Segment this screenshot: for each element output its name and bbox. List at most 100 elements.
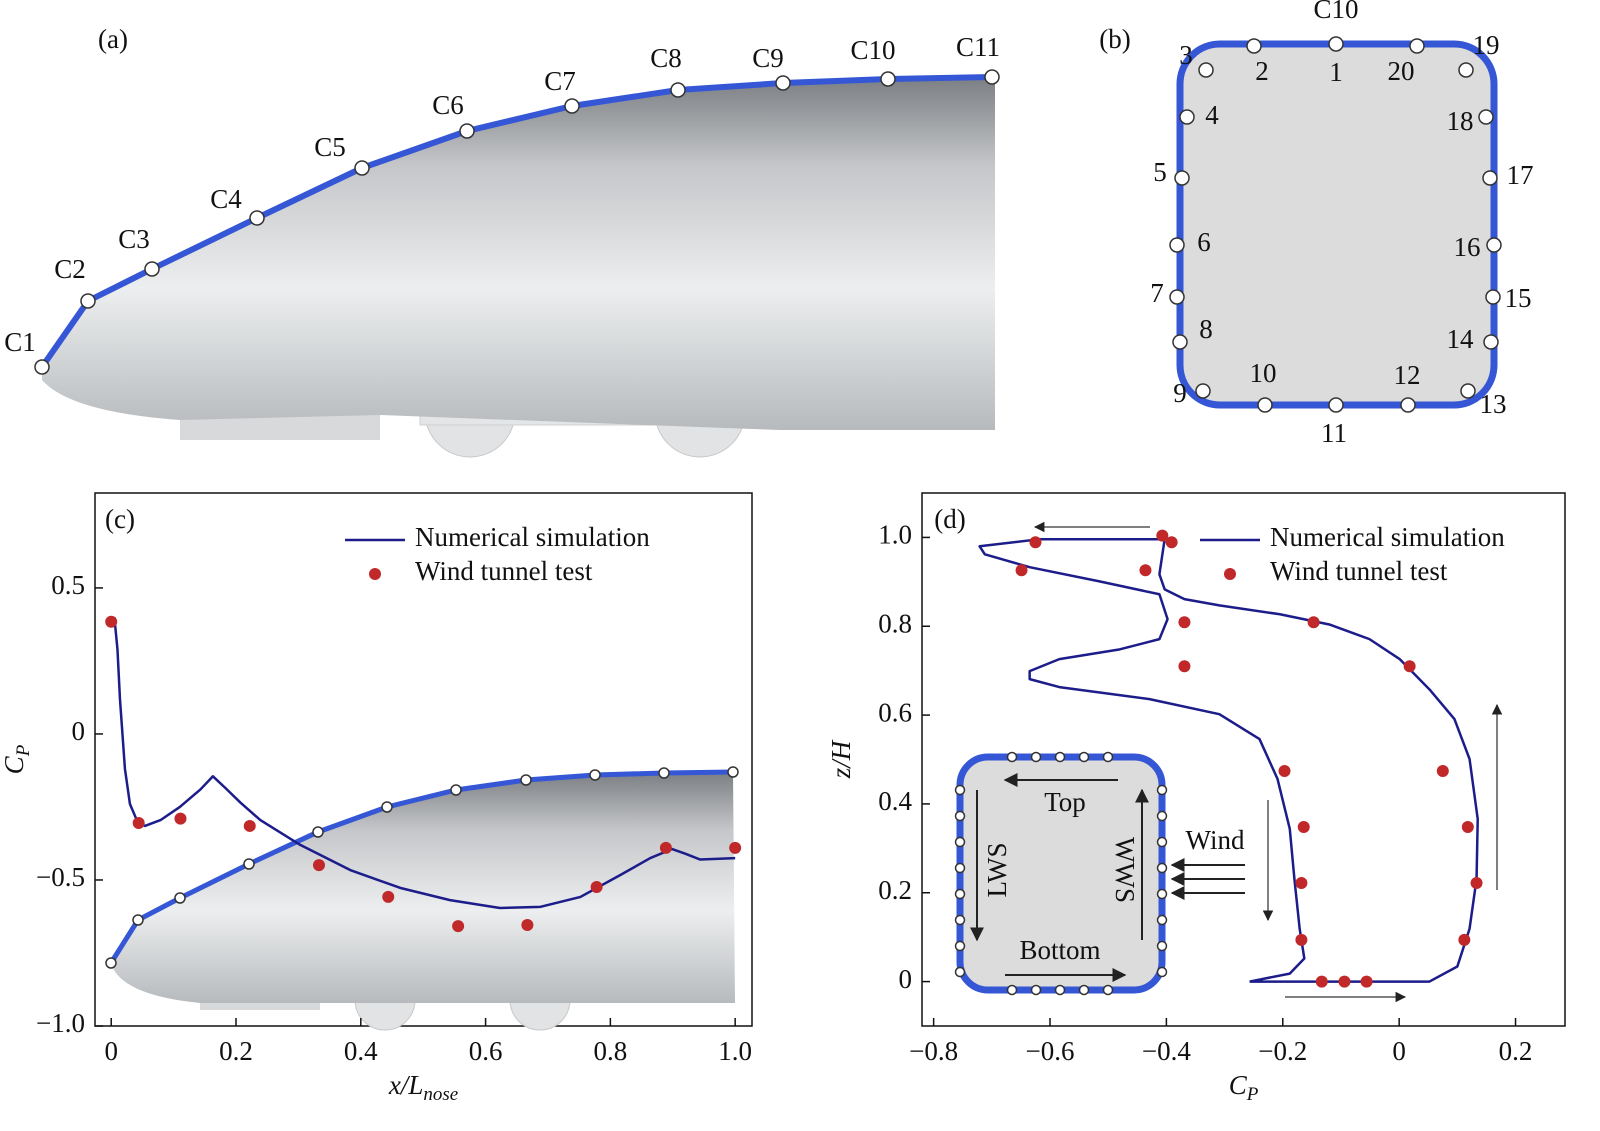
x-tick-label: 0.6	[469, 1036, 503, 1066]
tap-point	[954, 914, 966, 926]
panel-label: (a)	[98, 24, 128, 54]
tap-point	[1054, 751, 1066, 763]
y-tick-label: −1.0	[36, 1008, 85, 1038]
tap-label: 7	[1150, 278, 1164, 308]
tap-point	[1409, 38, 1425, 54]
data-point	[1165, 536, 1178, 549]
tap-point	[1030, 984, 1042, 996]
x-tick-label: 0	[104, 1036, 118, 1066]
y-tick-label: 0.6	[878, 697, 912, 727]
tap-point	[132, 914, 144, 926]
tap-point	[459, 123, 475, 139]
tap-point	[954, 810, 966, 822]
annotation: Top	[1044, 787, 1086, 817]
data-point	[105, 615, 118, 628]
tap-point	[1078, 984, 1090, 996]
tap-point	[658, 767, 670, 779]
tap-label: 18	[1447, 106, 1474, 136]
tap-point	[1006, 984, 1018, 996]
x-axis-label-main: C	[1229, 1070, 1248, 1100]
tap-label: 17	[1507, 160, 1534, 190]
tap-point	[954, 862, 966, 874]
tap-label: 5	[1153, 157, 1167, 187]
tap-point	[1156, 836, 1168, 848]
tap-label: C9	[752, 43, 784, 73]
tap-label: 16	[1454, 232, 1481, 262]
tap-label: 11	[1321, 418, 1347, 448]
annotation: LWS	[982, 843, 1012, 898]
tap-label: 8	[1199, 314, 1213, 344]
tap-point	[243, 858, 255, 870]
y-axis-label-main: C	[0, 755, 29, 774]
y-tick-label: 0.8	[878, 608, 912, 638]
y-tick-label: 0.4	[878, 786, 912, 816]
tap-point	[1400, 397, 1416, 413]
tap-point	[1156, 810, 1168, 822]
x-tick-label: −0.2	[1258, 1036, 1307, 1066]
x-tick-label: 0.2	[219, 1036, 253, 1066]
tap-label: C11	[956, 32, 1000, 62]
tap-label: C1	[4, 327, 36, 357]
tap-label: 10	[1250, 358, 1277, 388]
inset-d	[956, 521, 1503, 1003]
data-point	[1278, 765, 1291, 778]
data-point	[1295, 876, 1308, 889]
data-point	[659, 841, 672, 854]
x-tick-label: −0.4	[1142, 1036, 1191, 1066]
tap-point	[1156, 862, 1168, 874]
tap-point	[1483, 334, 1499, 350]
panel-label: (b)	[1099, 24, 1130, 54]
data-point	[729, 841, 742, 854]
train-c	[105, 766, 739, 1031]
tap-point	[1078, 751, 1090, 763]
x-tick-label: 0	[1392, 1036, 1406, 1066]
tap-point	[1486, 237, 1502, 253]
data-point	[1458, 933, 1471, 946]
tap-point	[34, 359, 50, 375]
tap-point	[589, 769, 601, 781]
legend-swatch	[1224, 568, 1236, 580]
tap-point	[1156, 940, 1168, 952]
data-point	[1360, 975, 1373, 988]
data-point	[382, 890, 395, 903]
y-tick-label: 0	[899, 964, 913, 994]
tap-label: C10	[850, 35, 895, 65]
y-tick-label: 1.0	[878, 520, 912, 550]
x-axis-label: x/Lnose	[388, 1070, 458, 1105]
annotation: Wind	[1186, 825, 1245, 855]
x-axis-label-main: x/L	[388, 1070, 424, 1100]
tap-point	[954, 966, 966, 978]
tap-label: C8	[650, 43, 682, 73]
tap-label: 2	[1255, 56, 1269, 86]
tap-point	[450, 784, 462, 796]
y-tick-label: 0.5	[51, 570, 85, 600]
legend-label: Wind tunnel test	[415, 556, 593, 586]
tap-point	[1172, 334, 1188, 350]
data-point	[1436, 765, 1449, 778]
tap-label: 9	[1173, 378, 1187, 408]
tap-label: 4	[1205, 100, 1219, 130]
data-point	[452, 920, 465, 933]
panel-label: (c)	[105, 504, 135, 534]
data-point	[132, 817, 145, 830]
tap-point	[1485, 289, 1501, 305]
tap-point	[354, 160, 370, 176]
tap-point	[775, 75, 791, 91]
data-point	[1295, 933, 1308, 946]
tap-label: 13	[1480, 389, 1507, 419]
tap-label: 20	[1388, 56, 1415, 86]
tap-label: C4	[210, 184, 242, 214]
x-axis-label-sub: P	[1246, 1084, 1259, 1105]
data-point	[1015, 564, 1028, 577]
tap-label: 6	[1197, 227, 1211, 257]
data-point	[312, 859, 325, 872]
tap-point	[1156, 784, 1168, 796]
tap-point	[312, 826, 324, 838]
tap-point	[520, 774, 532, 786]
data-point	[1338, 975, 1351, 988]
tap-point	[381, 801, 393, 813]
x-tick-label: 0.4	[344, 1036, 378, 1066]
tap-point	[1174, 170, 1190, 186]
data-point	[1297, 821, 1310, 834]
tap-point	[1458, 62, 1474, 78]
